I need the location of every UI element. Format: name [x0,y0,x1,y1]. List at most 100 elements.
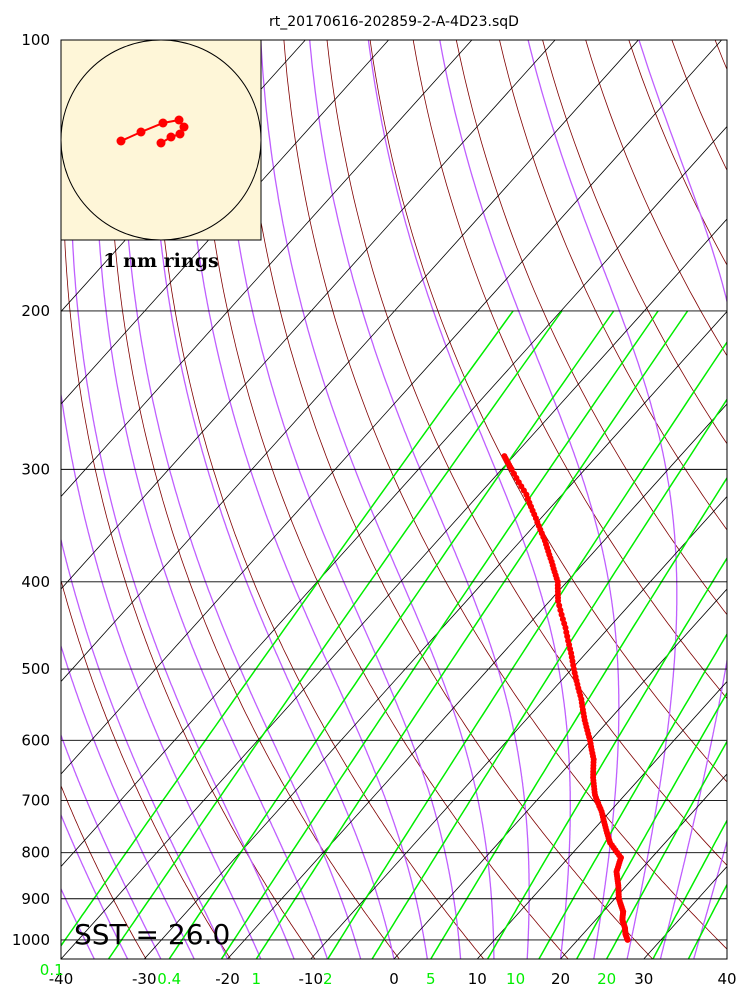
plot-area [0,40,727,959]
isotherm-line [310,495,727,959]
isotherm-line [61,40,722,775]
pressure-axis: 100 200 300 400 500 600 700 800 900 1000 [12,31,50,949]
isotherm-line [0,40,56,959]
mixing-ratio-line [486,556,727,959]
hodograph-point [179,122,189,132]
dry-adiabat-line [499,40,727,531]
mixing-ratio-line [605,740,727,959]
hodograph-point [136,127,146,137]
dry-adiabat-line [61,784,147,959]
dry-adiabat-line [109,40,400,959]
mixing-ratio-tick-label: 5 [426,970,436,988]
mixing-ratio-line [430,476,727,959]
isotherm-line [227,403,727,959]
temperature-tick-label: -20 [215,970,240,988]
moist-adiabat-line [182,40,428,959]
moist-adiabat-line [61,887,95,959]
hodograph-trace [116,115,189,148]
mixing-ratio-tick-label: 2 [323,970,333,988]
pressure-tick-label: 500 [21,660,50,678]
mixing-ratio-line [687,883,727,959]
isotherm-line [726,958,727,959]
temperature-tick-label: 10 [468,970,487,988]
mixing-ratio-axis: 0.1 0.4 1 2 5 10 20 [40,961,616,988]
mixing-ratio-line [327,340,727,959]
mixing-ratio-tick-label: 10 [506,970,525,988]
temperature-point [558,611,565,618]
moist-adiabat-line [61,537,229,959]
isotherm-line [61,218,727,959]
temperature-point [557,607,564,614]
moist-adiabat-line [218,40,462,959]
mixing-ratio-tick-label: 0.4 [157,970,181,988]
isotherm-line [61,40,473,498]
moist-adiabat-line [638,40,727,959]
dry-adiabat-line [412,40,727,700]
plot-frame [60,39,728,960]
isotherm-line [61,125,727,868]
mixing-ratio-line [255,310,689,959]
dry-adiabat-line [671,40,727,172]
pressure-tick-label: 700 [21,792,50,810]
dry-adiabat-line [240,40,653,959]
isotherm-line [643,865,727,959]
hodograph-point [166,132,176,142]
dry-adiabat-line [61,956,63,959]
pressure-tick-label: 1000 [12,931,50,949]
chart-title: rt_20170616-202859-2-A-4D23.sqD [269,14,519,30]
temperature-line [502,455,630,941]
isotherm-line [143,310,727,959]
moist-adiabat-line [70,40,295,959]
moist-adiabat-line [309,40,530,959]
hodograph-point [116,136,126,146]
temperature-tick-label: -10 [299,970,324,988]
dry-adiabat-line [326,40,727,866]
isotherm-line [560,773,727,959]
temperature-tick-label: 20 [551,970,570,988]
pressure-tick-label: 200 [21,302,50,320]
isotherm-line [61,40,556,590]
hodograph-inset: 1 nm rings [60,39,262,272]
mixing-ratio-line [371,397,727,959]
temperature-tick-label: 30 [634,970,653,988]
hodograph-point [174,115,184,125]
temperature-tick-label: 40 [717,970,736,988]
temperature-profile [501,453,631,943]
temperature-tick-label: -30 [132,970,157,988]
moist-adiabat-line [61,733,162,959]
mixing-ratio-line [107,310,563,959]
moist-adiabat-line [693,839,727,959]
dry-adiabat-line [455,40,727,616]
isotherms [0,40,727,959]
temperature-point [501,453,508,460]
mixing-ratio-tick-label: 1 [251,970,261,988]
hodograph-point [175,129,185,139]
moist-adiabat-line [95,40,328,959]
moist-adiabat-line [61,643,195,959]
mixing-ratio-line [168,310,615,959]
temperature-point [556,602,563,609]
pressure-tick-label: 300 [21,460,50,478]
pressure-tick-label: 600 [21,731,50,749]
mixing-ratio-tick-label: 0.1 [40,961,64,979]
dry-adiabat-line [714,40,727,71]
dry-adiabat-line [62,40,316,959]
dry-adiabat-line [61,578,231,959]
moist-adiabat-line [151,40,395,959]
moist-adiabat-line [61,957,62,959]
mixing-ratio-tick-label: 20 [597,970,616,988]
hodograph-ring-label: 1 nm rings [103,250,218,272]
dry-adiabats [61,40,727,959]
moist-adiabat-line [527,40,678,959]
pressure-tick-label: 900 [21,890,50,908]
pressure-tick-label: 800 [21,844,50,862]
mixing-ratio-lines [61,310,727,959]
dry-adiabat-line [197,40,569,959]
isotherm-line [476,680,727,959]
dry-adiabat-line [283,40,727,950]
hodograph-point [158,118,168,128]
moist-adiabat-line [61,390,262,959]
isotherm-line [61,40,639,683]
pressure-tick-label: 100 [21,31,50,49]
